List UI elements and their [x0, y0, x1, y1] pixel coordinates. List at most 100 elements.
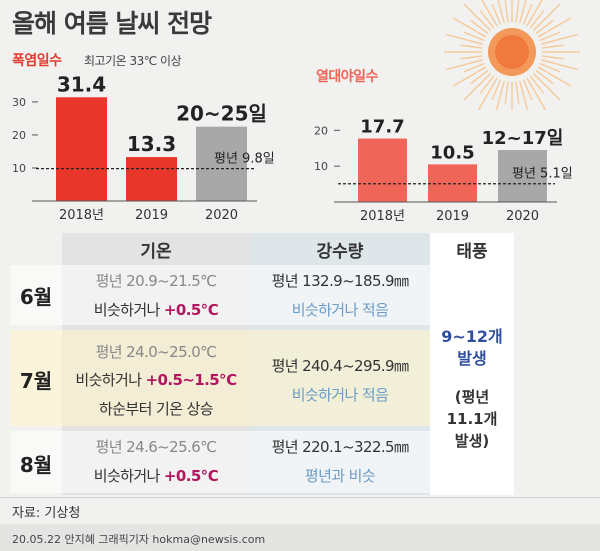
sun-ray [526, 0, 543, 27]
row-august-bg [10, 431, 430, 493]
typhoon-count: 9~12개 [441, 327, 503, 346]
sun-ray [504, 0, 509, 23]
y-tick-label: 20 [12, 129, 26, 142]
bar [126, 157, 177, 201]
sun-ray [470, 69, 489, 85]
typhoon-normal-open: (평년 [454, 388, 490, 406]
sun-ray [539, 62, 561, 73]
temp-outlook-text: 비슷하거나 [75, 371, 146, 389]
row-july-bg [10, 330, 430, 426]
temp-outlook: 비슷하거나 +0.5℃ [62, 465, 250, 486]
sun-ray [477, 77, 498, 110]
y-tick-label: 10 [12, 162, 26, 175]
rain-normal: 평년 240.4~295.9㎜ [271, 357, 409, 375]
sun-ray [463, 31, 485, 42]
typhoon-column-bg [430, 233, 514, 495]
page-title: 올해 여름 날씨 전망 [12, 9, 212, 38]
bar [196, 126, 247, 201]
temp-outlook-text: 비슷하거나 [93, 301, 164, 319]
sun-ray [519, 80, 529, 110]
category-label: 2018년 [59, 208, 104, 223]
typhoon-normal: (평년 11.1개 발생) [430, 386, 514, 452]
temp-outlook: 비슷하거나 +0.5~1.5℃ [62, 369, 250, 390]
temp-outlook-value: +0.5℃ [163, 467, 219, 485]
sun-ray [537, 66, 572, 87]
category-label: 2019 [135, 208, 168, 223]
month-label: 6월 [19, 285, 53, 309]
sun-ray [460, 55, 483, 60]
rain-outlook: 비슷하거나 적음 [291, 301, 389, 319]
header-rain: 강수량 [316, 242, 364, 262]
sun-ray [519, 0, 527, 24]
sun-ray [495, 80, 505, 110]
rain-outlook: 평년과 비슷 [304, 467, 376, 485]
sun-ray [541, 55, 564, 60]
typhoon-count-suffix: 발생 [457, 349, 487, 368]
bar [498, 150, 547, 202]
category-label: 2020 [205, 208, 238, 223]
temp-extra: 하순부터 기온 상승 [99, 400, 214, 418]
divider [0, 497, 600, 498]
sun-ray [522, 79, 533, 101]
heatwave-chart: 10 20 30 31.4 2018년 13.3 2019 20~25일 2020 평년 9.8일 [12, 72, 275, 223]
sun-ray [479, 75, 495, 94]
category-label: 2020 [506, 209, 539, 224]
value-label: 12~17일 [482, 128, 564, 149]
temp-normal: 평년 20.9~21.5℃ [95, 272, 217, 290]
source-text: 자료: 기상청 [12, 506, 81, 521]
sun-ray [540, 59, 578, 71]
sun-ray [537, 17, 572, 38]
sun-ray [470, 19, 489, 35]
temp-outlook-value: +0.5~1.5℃ [145, 371, 238, 389]
sun-ray [515, 0, 520, 23]
month-label: 8월 [19, 453, 53, 477]
temp-outlook: 비슷하거나 +0.5℃ [62, 299, 250, 320]
sun-ray [535, 19, 554, 35]
sun-ray [526, 77, 547, 110]
month-label: 7월 [19, 369, 53, 393]
sun-ray [504, 81, 509, 104]
sun-ray [460, 44, 483, 49]
temp-normal: 평년 24.0~25.0℃ [95, 343, 217, 361]
header-temp: 기온 [140, 242, 172, 262]
header-typhoon: 태풍 [456, 242, 488, 262]
sun-ray [539, 31, 561, 42]
temp-normal: 평년 24.6~25.6℃ [95, 438, 217, 456]
rain-outlook: 비슷하거나 적음 [291, 386, 389, 404]
tropical-night-label: 열대야일수 [316, 69, 378, 85]
rain-normal: 평년 220.1~322.5㎜ [271, 438, 409, 456]
sun-ray [452, 17, 487, 38]
value-label: 31.4 [57, 72, 106, 96]
sun-ray [479, 10, 495, 29]
y-tick-label: 10 [314, 160, 328, 173]
value-label: 20~25일 [176, 102, 267, 126]
footer-bar [0, 524, 600, 551]
temp-outlook-value: +0.5℃ [163, 301, 219, 319]
tropical-night-chart: 10 20 17.7 2018년 10.5 2019 12~17일 2020 평년 5.1일 [314, 117, 573, 224]
sun-ray [540, 33, 578, 45]
sun-ray [497, 0, 505, 24]
value-label: 13.3 [127, 132, 176, 156]
y-tick-label: 30 [12, 96, 26, 109]
category-label: 2018년 [360, 209, 405, 224]
row-june-bg [10, 265, 430, 325]
typhoon-normal-close: 발생) [454, 432, 490, 450]
sun-ray [463, 72, 492, 101]
sun-ray [532, 3, 561, 32]
sun-ray [529, 75, 545, 94]
sun-ray [515, 81, 520, 104]
sun-ray [446, 59, 484, 71]
heatwave-label: 폭염일수 [12, 53, 62, 69]
sun-ray [463, 62, 485, 73]
sun-ray [491, 79, 502, 101]
typhoon-normal-value: 11.1개 [446, 410, 498, 428]
y-tick-label: 20 [314, 124, 328, 137]
sun-ray [535, 69, 554, 85]
sun-ray [463, 3, 492, 32]
sun-ray [532, 72, 561, 101]
sun-ray [491, 3, 502, 25]
normal-label: 평년 9.8일 [214, 152, 275, 167]
typhoon-forecast: 9~12개 발생 [430, 326, 514, 370]
normal-label: 평년 5.1일 [512, 167, 573, 182]
value-label: 17.7 [360, 117, 404, 138]
